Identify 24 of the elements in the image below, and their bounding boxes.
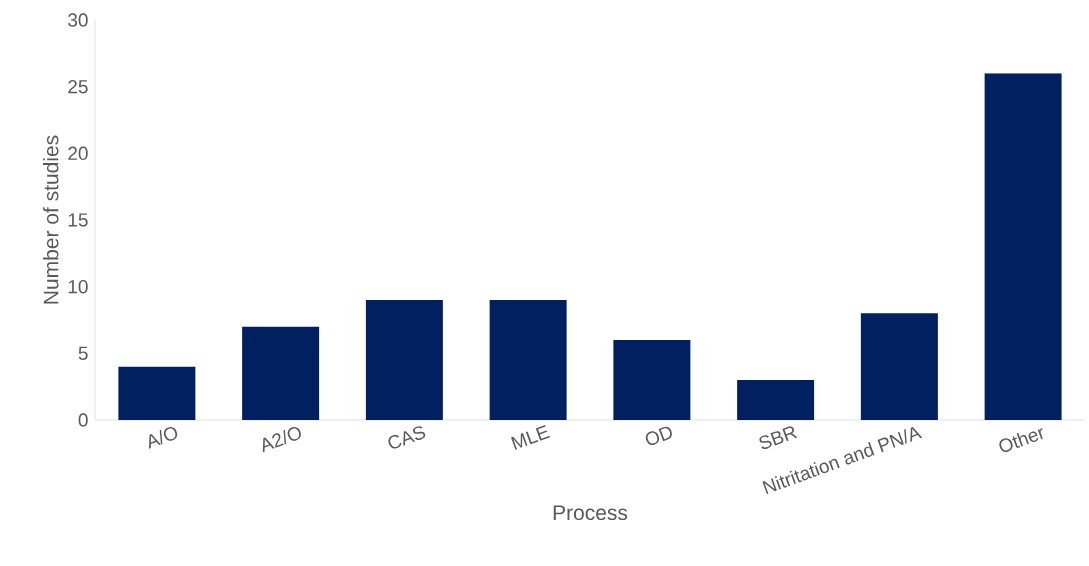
bar [365, 300, 443, 420]
y-tick-label: 15 [68, 213, 88, 227]
bar [737, 380, 815, 420]
x-tick-label: Other [999, 428, 1043, 452]
x-tick-label: SBR [759, 426, 798, 450]
y-tick-label: 25 [68, 79, 88, 94]
bar [984, 73, 1062, 420]
x-tick-label: MLE [511, 425, 550, 450]
bar [118, 366, 196, 420]
bar [242, 326, 320, 420]
bar [489, 300, 567, 420]
x-axis-title: Process [553, 505, 628, 521]
x-tick-label: OD [645, 426, 672, 445]
y-tick-label: 5 [78, 346, 88, 360]
y-tick-label: 10 [68, 279, 88, 294]
x-tick-label: CAS [388, 426, 426, 449]
x-tick-label: A/O [149, 427, 178, 449]
y-tick-label: 30 [68, 13, 88, 27]
x-tick-label: A2/O [262, 427, 301, 453]
y-axis-title: Number of studies [43, 135, 59, 304]
y-tick-label: 0 [78, 413, 88, 427]
bar [613, 340, 691, 420]
bar [860, 313, 938, 420]
y-tick-label: 20 [68, 146, 88, 161]
